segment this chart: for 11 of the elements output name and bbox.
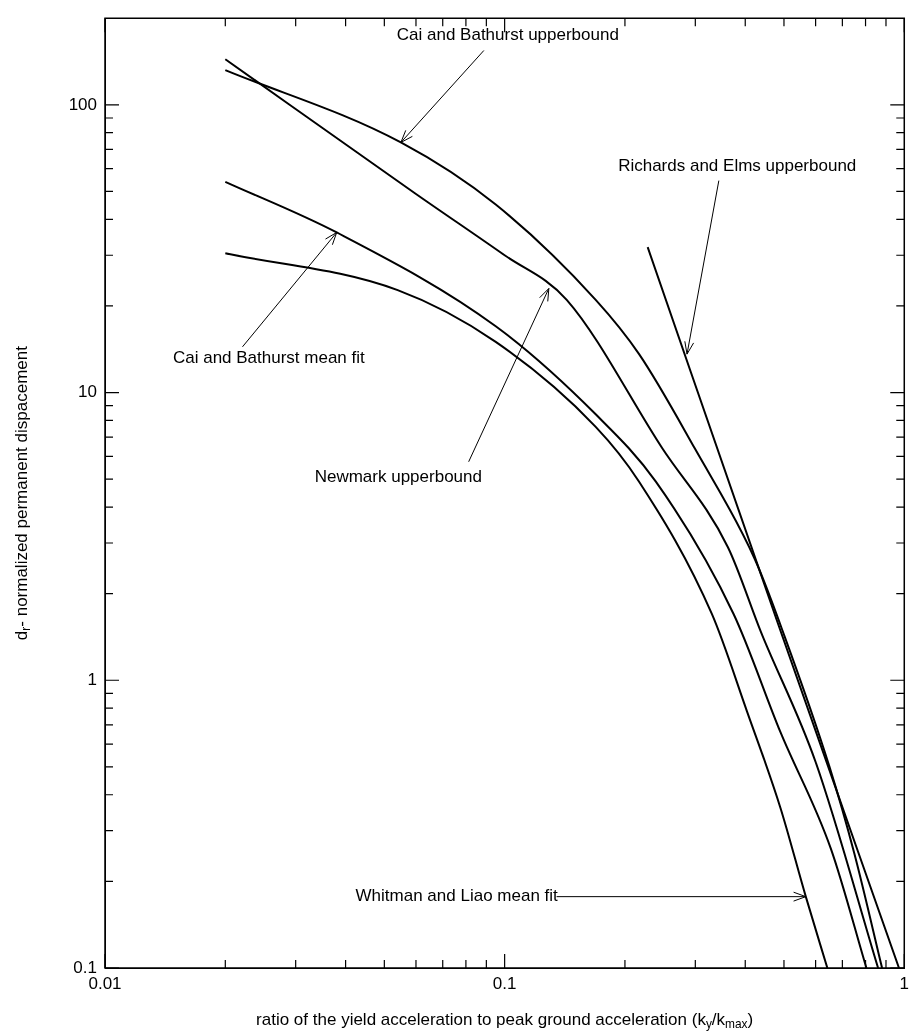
y-axis-title: dr- normalized permanent dispacement (11, 345, 34, 641)
annotation: Richards and Elms upperbound (618, 156, 857, 176)
x-tick-label: 0.1 (492, 973, 517, 993)
y-tick-label: 1 (87, 669, 97, 689)
y-tick-label: 10 (78, 382, 97, 402)
annotation: Whitman and Liao mean fit (355, 886, 559, 906)
annotation: Newmark upperbound (314, 466, 482, 486)
annotation: Cai and Bathurst mean fit (172, 347, 366, 367)
y-tick-label: 100 (68, 94, 97, 114)
x-tick-label: 1 (899, 973, 910, 993)
annotation: Cai and Bathurst upperbound (396, 24, 619, 44)
